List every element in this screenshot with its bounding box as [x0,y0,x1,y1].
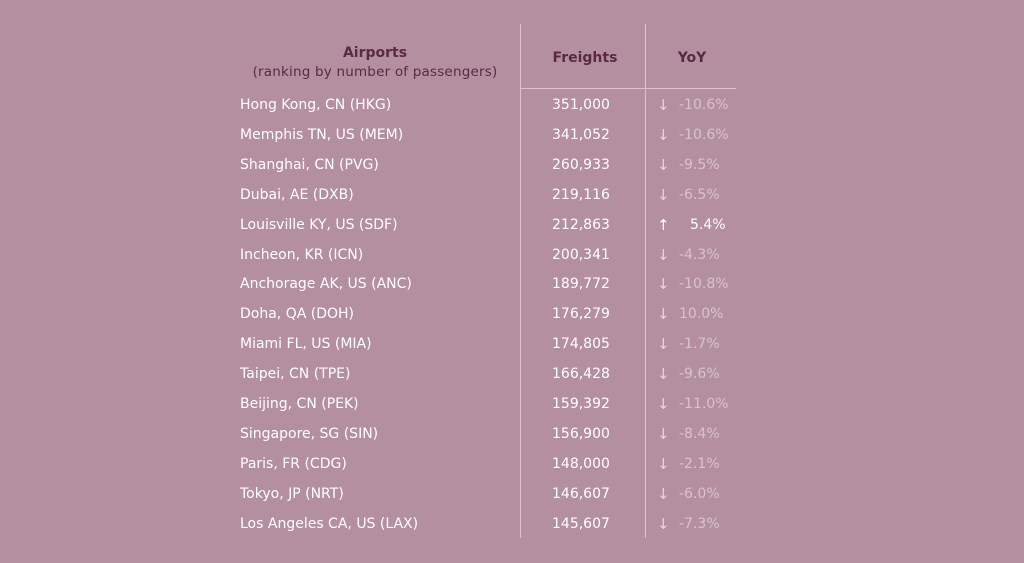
freight-value: 148,000 [552,456,610,472]
arrow-down-icon: ↓ [657,425,670,443]
yoy-value: -9.5% [679,157,720,173]
yoy-value: 5.4% [690,217,726,233]
airport-name: Singapore, SG (SIN) [240,426,379,442]
yoy-value: -2.1% [679,456,720,472]
freight-value: 156,900 [552,426,610,442]
arrow-down-icon: ↓ [657,455,670,473]
freight-value: 200,341 [552,247,610,263]
header-airports-title: Airports [342,45,408,61]
yoy-value: 10.0% [679,306,724,322]
yoy-value: -7.3% [679,516,720,532]
yoy-value: -6.5% [679,187,720,203]
airport-name: Los Angeles CA, US (LAX) [240,516,419,532]
header-freights: Freights [552,50,618,66]
yoy-value: -4.3% [679,247,720,263]
freight-value: 189,772 [552,276,610,292]
freight-value: 145,607 [552,516,610,532]
freight-value: 176,279 [552,306,610,322]
arrow-up-icon: ↑ [657,216,670,234]
column-divider-1 [520,24,521,538]
yoy-value: -10.6% [679,127,729,143]
arrow-down-icon: ↓ [657,485,670,503]
airport-name: Paris, FR (CDG) [240,456,347,472]
freight-value: 219,116 [552,187,610,203]
arrow-down-icon: ↓ [657,126,670,144]
airport-name: Taipei, CN (TPE) [240,366,351,382]
arrow-down-icon: ↓ [657,365,670,383]
column-divider-2 [645,24,646,538]
yoy-value: -11.0% [679,396,729,412]
header-airports-subtitle: (ranking by number of passengers) [252,64,498,80]
freight-value: 260,933 [552,157,610,173]
arrow-down-icon: ↓ [657,96,670,114]
arrow-down-icon: ↓ [657,305,670,323]
freight-value: 351,000 [552,97,610,113]
arrow-down-icon: ↓ [657,186,670,204]
arrow-down-icon: ↓ [657,246,670,264]
airport-name: Memphis TN, US (MEM) [240,127,404,143]
yoy-value: -8.4% [679,426,720,442]
airport-name: Doha, QA (DOH) [240,306,354,322]
airport-name: Hong Kong, CN (HKG) [240,97,392,113]
airport-name: Dubai, AE (DXB) [240,187,354,203]
header-yoy: YoY [677,50,707,66]
arrow-down-icon: ↓ [657,275,670,293]
freight-value: 212,863 [552,217,610,233]
yoy-value: -1.7% [679,336,720,352]
arrow-down-icon: ↓ [657,156,670,174]
freight-value: 159,392 [552,396,610,412]
airport-name: Shanghai, CN (PVG) [240,157,379,173]
yoy-value: -9.6% [679,366,720,382]
yoy-value: -6.0% [679,486,720,502]
airport-name: Beijing, CN (PEK) [240,396,359,412]
airport-name: Miami FL, US (MIA) [240,336,372,352]
freight-value: 146,607 [552,486,610,502]
header-airports: Airports (ranking by number of passenger… [230,44,520,82]
airport-name: Louisville KY, US (SDF) [240,217,398,233]
airport-name: Tokyo, JP (NRT) [240,486,344,502]
arrow-down-icon: ↓ [657,515,670,533]
yoy-value: -10.8% [679,276,729,292]
header-rule [520,88,736,89]
airport-name: Anchorage AK, US (ANC) [240,276,412,292]
airport-name: Incheon, KR (ICN) [240,247,364,263]
freight-value: 174,805 [552,336,610,352]
yoy-value: -10.6% [679,97,729,113]
arrow-down-icon: ↓ [657,335,670,353]
freight-value: 166,428 [552,366,610,382]
arrow-down-icon: ↓ [657,395,670,413]
freight-value: 341,052 [552,127,610,143]
